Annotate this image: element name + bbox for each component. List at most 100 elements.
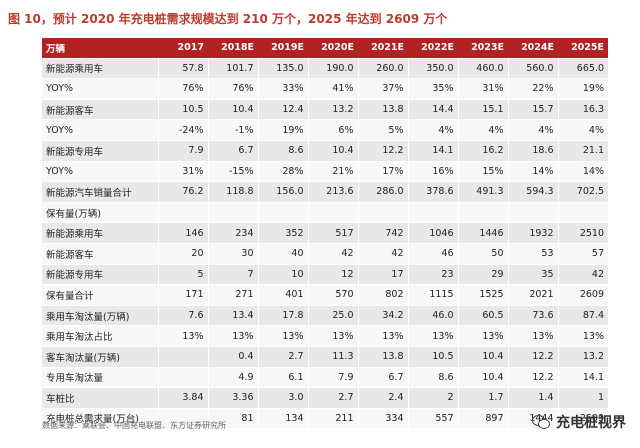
table-row: 保有量合计 171 271 401 570 802 1115 1525 2021 2609 <box>42 284 608 306</box>
table-cell: 6.7 <box>357 367 408 389</box>
table-cell: 10.5 <box>407 346 458 368</box>
table-cell: 13% <box>357 325 408 347</box>
table-cell: 6.7 <box>207 140 258 162</box>
table-cell: 57 <box>557 243 608 265</box>
table-cell: 4% <box>407 119 458 141</box>
table-cell: 702.5 <box>557 181 608 203</box>
table-cell: 13.2 <box>307 99 358 121</box>
table-cell: 42 <box>557 264 608 286</box>
table-cell: 6% <box>307 119 358 141</box>
table-cell: 7.9 <box>157 140 208 162</box>
row-label: 乘用车淘汰占比 <box>42 325 158 347</box>
table-cell: 101.7 <box>207 58 258 80</box>
table-cell: 10.4 <box>307 140 358 162</box>
table-cell: 22% <box>507 78 558 100</box>
row-label: 新能源客车 <box>42 99 158 121</box>
watermark-text: 充电桩视界 <box>556 415 626 431</box>
table-cell: 156.0 <box>257 181 308 203</box>
table-cell: 76% <box>157 78 208 100</box>
table-cell: 41% <box>307 78 358 100</box>
table-cell: 5% <box>357 119 408 141</box>
table-cell: 557 <box>407 408 458 430</box>
table-cell: 50 <box>457 243 508 265</box>
table-cell: 1 <box>557 387 608 409</box>
row-label: 乘用车淘汰量(万辆) <box>42 305 158 327</box>
table-cell: 33% <box>257 78 308 100</box>
table-cell: 2609 <box>557 284 608 306</box>
table-cell: 14.1 <box>557 367 608 389</box>
row-label: 新能源客车 <box>42 243 158 265</box>
row-label: 保有量合计 <box>42 284 158 306</box>
row-label: 客车淘汰量(万辆) <box>42 346 158 368</box>
table-cell: 7.9 <box>307 367 358 389</box>
table-cell: 13% <box>457 325 508 347</box>
table-cell: 4% <box>557 119 608 141</box>
table-cell <box>157 367 208 389</box>
table-row: YOY% -24% -1% 19% 6% 5% 4% 4% 4% 4% <box>42 119 608 141</box>
table-cell: 16% <box>407 161 458 183</box>
table-cell: 14.4 <box>407 99 458 121</box>
source-note: 数据来源：乘联会、中国充电联盟、东方证券研究所 <box>42 421 226 430</box>
table-cell: 37% <box>357 78 408 100</box>
header-cell-unit: 万辆 <box>42 38 158 59</box>
table-cell: 2021 <box>507 284 558 306</box>
table-cell: 53 <box>507 243 558 265</box>
table-cell: 13% <box>257 325 308 347</box>
table-row: YOY% 76% 76% 33% 41% 37% 35% 31% 22% 19% <box>42 78 608 100</box>
table-cell <box>257 202 308 224</box>
table-cell: 260.0 <box>357 58 408 80</box>
table-cell: 517 <box>307 222 358 244</box>
table-cell: 34.2 <box>357 305 408 327</box>
table-cell: 665.0 <box>557 58 608 80</box>
table-cell: 19% <box>557 78 608 100</box>
table-cell: 378.6 <box>407 181 458 203</box>
table-row: 专用车淘汰量 4.9 6.1 7.9 6.7 8.6 10.4 12.2 14.1 <box>42 367 608 389</box>
table-row: 新能源乘用车 57.8 101.7 135.0 190.0 260.0 350.0 460.0… <box>42 58 608 80</box>
table-row: 新能源客车 10.5 10.4 12.4 13.2 13.8 14.4 15.1 15.7 16.… <box>42 99 608 121</box>
table-cell: 12.4 <box>257 99 308 121</box>
table-cell: 21.1 <box>557 140 608 162</box>
table-cell: 491.3 <box>457 181 508 203</box>
table-cell: 17 <box>357 264 408 286</box>
table-cell: 19% <box>257 119 308 141</box>
table-row: 新能源专用车 5 7 10 12 17 23 29 35 42 <box>42 264 608 286</box>
table-cell: 16.3 <box>557 99 608 121</box>
wechat-icon <box>532 415 550 429</box>
data-table: 万辆 2017 2018E 2019E 2020E 2021E 2022E 2023E 2024… <box>42 38 608 430</box>
table-cell: 16.2 <box>457 140 508 162</box>
table-cell: 13% <box>557 325 608 347</box>
table-cell: 1932 <box>507 222 558 244</box>
table-cell: 15.7 <box>507 99 558 121</box>
table-cell: 46 <box>407 243 458 265</box>
table-cell: 2.7 <box>307 387 358 409</box>
table-cell: 87.4 <box>557 305 608 327</box>
table-cell: 28% <box>257 161 308 183</box>
table-row: 新能源专用车 7.9 6.7 8.6 10.4 12.2 14.1 16.2 18.6 21.1 <box>42 140 608 162</box>
table-cell: 40 <box>257 243 308 265</box>
table-cell: 3.0 <box>257 387 308 409</box>
row-label: 车桩比 <box>42 387 158 409</box>
table-cell: 211 <box>307 408 358 430</box>
table-cell: 35% <box>407 78 458 100</box>
table-cell: 2 <box>407 387 458 409</box>
table-cell: 560.0 <box>507 58 558 80</box>
table-cell: 190.0 <box>307 58 358 80</box>
table-cell: 1046 <box>407 222 458 244</box>
table-cell: 10.4 <box>207 99 258 121</box>
table-cell: 14.1 <box>407 140 458 162</box>
row-label: 新能源专用车 <box>42 140 158 162</box>
row-label: YOY% <box>42 161 158 183</box>
table-cell: 23 <box>407 264 458 286</box>
table-cell: 25.0 <box>307 305 358 327</box>
table-cell: 401 <box>257 284 308 306</box>
table-cell: 1525 <box>457 284 508 306</box>
table-cell: 10.4 <box>457 346 508 368</box>
table-cell: 350.0 <box>407 58 458 80</box>
data-table-container: 万辆 2017 2018E 2019E 2020E 2021E 2022E 2023E 2024… <box>42 38 608 430</box>
table-row: 新能源乘用车 146 234 352 517 742 1046 1446 1932 2510 <box>42 222 608 244</box>
table-cell: 13% <box>157 325 208 347</box>
table-cell: 15.1 <box>457 99 508 121</box>
table-cell: 570 <box>307 284 358 306</box>
table-cell: 2.4 <box>357 387 408 409</box>
table-cell: 1.7 <box>457 387 508 409</box>
